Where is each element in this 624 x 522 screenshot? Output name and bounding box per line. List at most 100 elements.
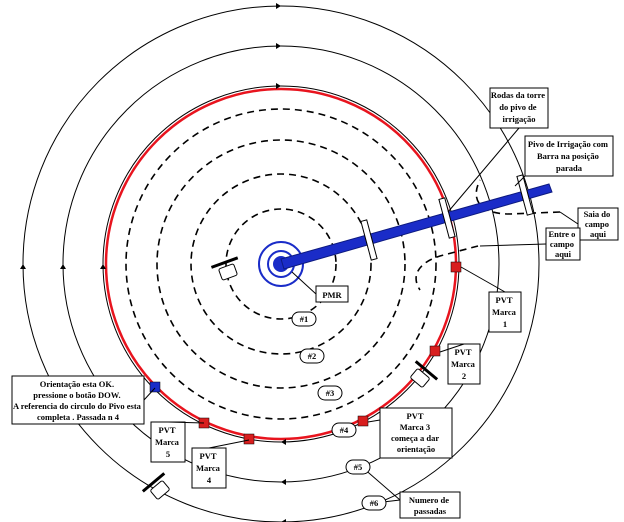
arrow-icon (276, 43, 281, 49)
exit-label-line: Saia do (584, 209, 611, 219)
pass-path-2 (190, 173, 372, 355)
pvt5-label-line: 5 (166, 449, 170, 459)
exit-path (475, 179, 561, 215)
arrow-icon (60, 264, 66, 269)
pivot-bar-label-line: parada (556, 163, 583, 173)
pivot-bar (280, 183, 553, 270)
pass-badge-6: #6 (361, 495, 387, 511)
pass-badge-text: #6 (370, 498, 379, 508)
enter-label-line: Entre o (548, 229, 575, 239)
wheels-label-line: do pivo de (499, 102, 537, 112)
orientation-label-line: A referencia do circulo do Pivo esta (13, 401, 142, 411)
wheels-label-line: irrigação (502, 114, 535, 124)
svg-text:PVT Marca 5: PVT Marca 5 (155, 425, 181, 459)
pvt-marker-4 (243, 433, 255, 445)
orientation-label-line: completa . Passada n 4 (37, 412, 120, 422)
tractors (141, 256, 439, 500)
pvt2-label-line: 2 (462, 371, 466, 381)
pvt-marker-3 (357, 415, 369, 427)
tractor-icon (210, 256, 239, 281)
pass-badge-3: #3 (317, 385, 343, 401)
entry-path (415, 245, 479, 291)
orientation-done-marker (149, 381, 161, 393)
pvt2-label-line: Marca (451, 359, 476, 369)
enter-callout-box (545, 227, 581, 261)
pvt1-label-line: PVT (496, 295, 513, 305)
orientation-label-line: pressione o botão DOW. (33, 390, 120, 400)
tractor-icon (141, 472, 170, 500)
pvt-marker-2 (429, 345, 441, 357)
pivot-bar-callout-box (524, 135, 614, 177)
pvt1-label-line: Marca (492, 307, 517, 317)
arrow-icon (276, 3, 281, 9)
orientation-label-line: Orientação esta OK. (40, 379, 114, 389)
enter-label-line: campo (550, 239, 574, 249)
pmr-label: PMR (322, 290, 342, 300)
pass-path-1 (225, 208, 337, 320)
guidance-passes (125, 108, 561, 420)
svg-text:Orientação esta OK. pres: Orientação esta OK. pressione o botão DO… (13, 379, 143, 422)
svg-text:Saia do campo aqui: Saia do campo aqui (584, 209, 613, 239)
tractor-icon (410, 360, 439, 388)
svg-text:Entre o campo aqui: Entre o campo aqui (548, 229, 577, 259)
pvt3-label-line: Marca 3 (400, 422, 430, 432)
arrow-icon (281, 439, 286, 445)
pass-badge-5: #5 (345, 459, 371, 475)
svg-text:Pivo de Irrigação com Ba: Pivo de Irrigação com Barra na posição p… (528, 139, 610, 173)
pvt3-label-line: começa a dar (391, 433, 439, 443)
arrow-icon (20, 264, 26, 269)
pass-badge-4: #4 (331, 422, 357, 438)
pass-path-4 (125, 108, 437, 420)
pvt2-label-line: PVT (455, 347, 472, 357)
numero-label-line: passadas (414, 506, 447, 516)
pass-badge-text: #2 (308, 351, 317, 361)
pvt3-label-line: PVT (407, 411, 424, 421)
pass-badge-2: #2 (299, 348, 325, 364)
pvt-marker-1 (450, 261, 462, 273)
svg-text:Numero de passadas: Numero de passadas (409, 495, 451, 516)
svg-text:Rodas da torre do pivo d: Rodas da torre do pivo de irrigação (491, 90, 547, 124)
exit-callout-box (577, 207, 619, 241)
tower-wheel (438, 197, 456, 239)
pass-badge-1: #1 (291, 311, 317, 327)
pass-badges: #1 #2 #3 #4 #5 #6 (291, 311, 387, 511)
svg-text:PVT Marca 3 começa: PVT Marca 3 começa a dar orientação (391, 411, 441, 454)
exit-label-line: campo (585, 219, 609, 229)
exit-label-line: aqui (590, 229, 607, 239)
orientation-callout-box (11, 375, 145, 425)
pvt3-label-line: orientação (397, 444, 435, 454)
pvt4-label-line: 4 (207, 475, 212, 485)
tower-wheel (516, 174, 534, 216)
arrow-icon (281, 479, 286, 485)
wheels-callout-box (489, 87, 549, 129)
callouts (11, 87, 619, 519)
tower-wheels (360, 174, 534, 261)
arrow-icon (281, 519, 286, 522)
pvt2-callout-box (447, 343, 481, 385)
arrow-icon (100, 264, 106, 269)
pass-badge-text: #5 (354, 462, 363, 472)
svg-text:PVT Marca 4: PVT Marca 4 (196, 451, 222, 485)
pvt3-callout-box (379, 407, 453, 459)
callout-text: Rodas da torre do pivo de irrigação Pivo… (13, 90, 613, 516)
numero-label-line: Numero de (409, 495, 449, 505)
pivot-bar-label-line: Pivo de Irrigação com (528, 139, 608, 149)
pass-badge-text: #4 (340, 425, 349, 435)
pass-path-3 (156, 139, 406, 389)
pvt5-label-line: PVT (159, 425, 176, 435)
pivot-bar-label-line: Barra na posição (537, 151, 599, 161)
pvt4-label-line: Marca (196, 463, 221, 473)
svg-text:PVT Marca 2: PVT Marca 2 (451, 347, 477, 381)
direction-arrows (20, 3, 286, 522)
leader-lines (143, 127, 579, 504)
pvt5-label-line: Marca (155, 437, 180, 447)
pass-badge-text: #1 (300, 314, 309, 324)
svg-text:PVT Marca 1: PVT Marca 1 (492, 295, 518, 329)
pvt4-label-line: PVT (200, 451, 217, 461)
wheels-label-line: Rodas da torre (491, 90, 545, 100)
numero-callout-box (399, 491, 461, 519)
arrow-icon (276, 83, 281, 89)
tower-wheel (360, 219, 378, 261)
pvt1-label-line: 1 (503, 319, 507, 329)
